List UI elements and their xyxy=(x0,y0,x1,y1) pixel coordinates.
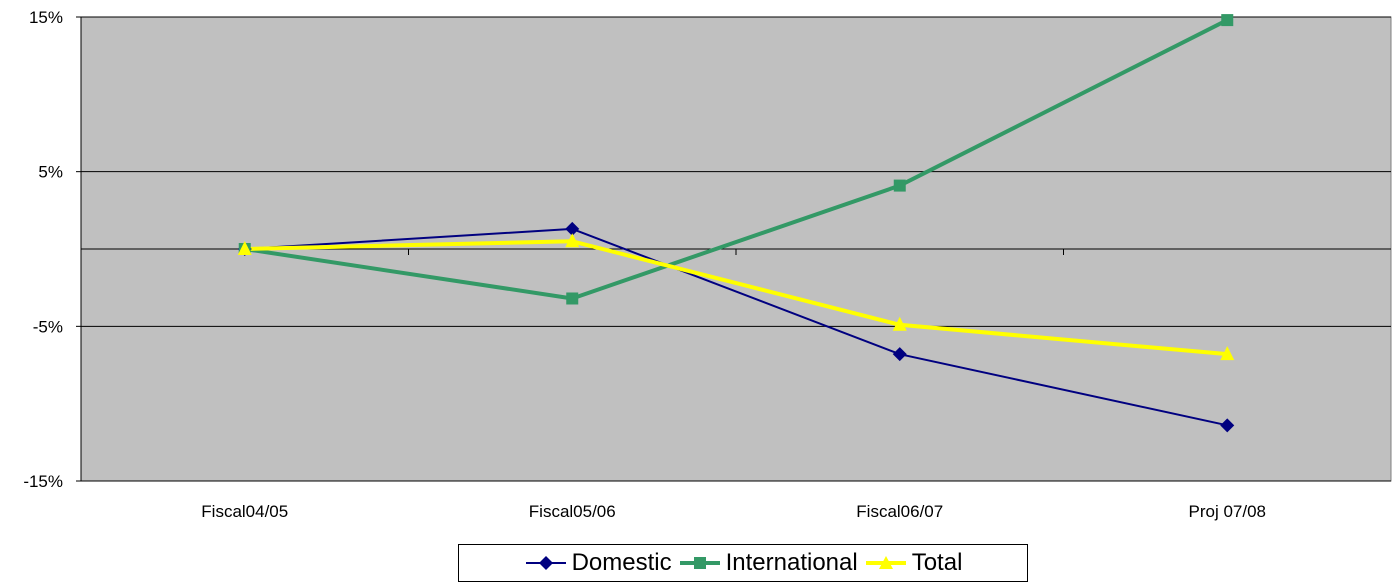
series-line-domestic xyxy=(244,227,1228,427)
x-tick-label: Fiscal04/05 xyxy=(201,502,288,521)
series-line-international xyxy=(244,18,1229,301)
x-axis-tick-labels: Fiscal04/05 Fiscal05/06 Fiscal06/07 Proj 07… xyxy=(201,502,1266,521)
legend-item-total: Total xyxy=(864,549,963,577)
legend-label-international: International xyxy=(725,549,858,576)
y-tick-label: -5% xyxy=(33,317,63,336)
data-point-international xyxy=(893,179,906,192)
series-line-total xyxy=(244,239,1228,357)
legend-item-international: International xyxy=(678,549,858,577)
data-point-total xyxy=(565,233,580,248)
gridlines xyxy=(81,16,1391,482)
legend-label-total: Total xyxy=(911,549,963,576)
y-tick-label: 5% xyxy=(38,163,63,182)
legend-symbol-total xyxy=(865,556,906,569)
data-point-international xyxy=(1221,14,1234,27)
legend-symbol-international xyxy=(679,557,720,569)
data-point-total xyxy=(892,316,907,331)
data-point-international xyxy=(566,292,579,305)
data-point-total xyxy=(237,241,252,255)
data-point-domestic xyxy=(565,221,580,236)
x-tick-label: Fiscal06/07 xyxy=(856,502,943,521)
legend-symbol-domestic xyxy=(525,556,566,570)
legend-item-domestic: Domestic xyxy=(524,549,672,577)
legend: Domestic International Total xyxy=(458,544,1028,582)
data-point-domestic xyxy=(1220,418,1235,433)
series-lines xyxy=(237,14,1235,433)
y-tick-label: 15% xyxy=(29,8,63,27)
data-point-total xyxy=(1220,346,1235,361)
y-axis-tick-labels: 15% 5% -5% -15% xyxy=(23,8,63,491)
y-tick-label: -15% xyxy=(23,472,63,491)
x-tick-label: Fiscal05/06 xyxy=(529,502,616,521)
data-point-domestic xyxy=(892,347,907,362)
x-tick-label: Proj 07/08 xyxy=(1189,502,1267,521)
legend-label-domestic: Domestic xyxy=(571,549,672,576)
